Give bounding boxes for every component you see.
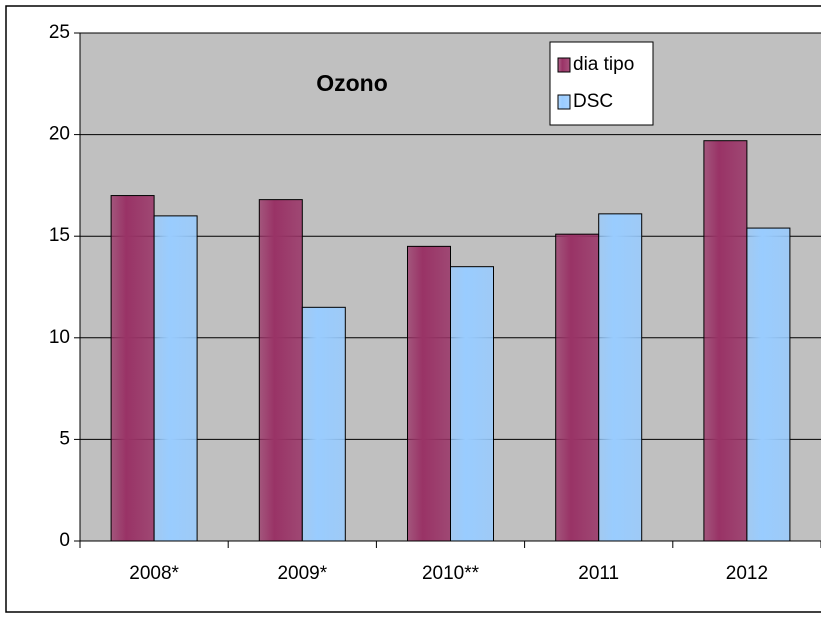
legend-box [549,41,654,126]
bar [407,245,451,542]
x-tick-label: 2010** [422,563,480,584]
legend-label: DSC [573,91,613,112]
y-tick-label: 10 [49,327,70,348]
bar [746,227,791,542]
bar [598,213,643,542]
y-tick-label: 5 [59,428,70,449]
x-tick-label: 2011 [578,563,619,584]
legend-swatch [557,57,571,73]
bar [301,306,346,542]
x-tick-label: 2008* [129,563,179,584]
bar [153,215,198,542]
x-tick-label: 2012 [726,563,768,584]
y-tick-label: 0 [59,530,70,551]
chart-title: Ozono [316,70,388,96]
bar [703,140,748,542]
y-tick-label: 25 [49,22,70,43]
bar [110,195,155,542]
bar [450,266,494,542]
y-tick-label: 15 [49,225,70,246]
legend-label: dia tipo [573,54,634,75]
bar [555,233,600,542]
legend-swatch [557,94,571,110]
y-tick-label: 20 [49,124,70,145]
bar [258,199,303,542]
x-tick-label: 2009* [277,563,327,584]
